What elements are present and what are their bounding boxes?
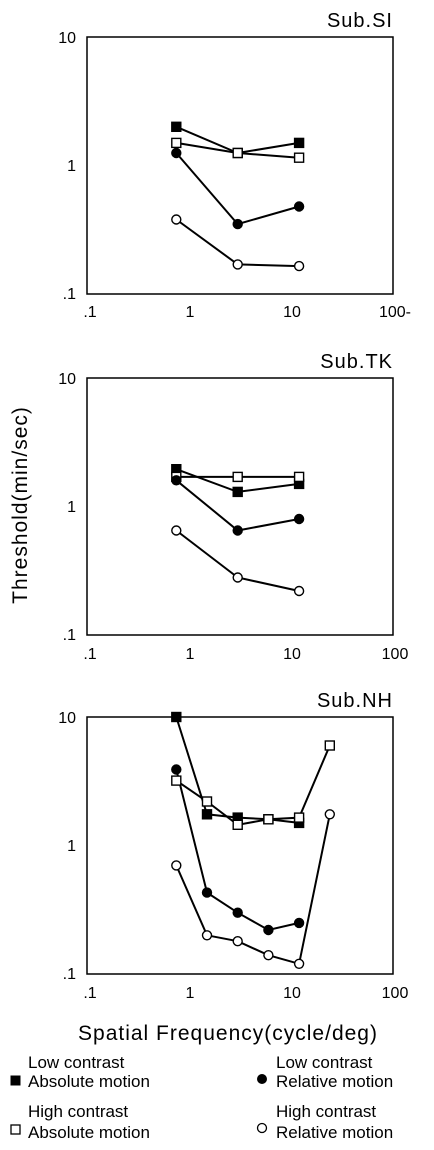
data-point-hc-rel bbox=[171, 860, 182, 871]
y-tick-label: 10 bbox=[58, 30, 76, 47]
data-point-hc-rel bbox=[171, 525, 182, 536]
x-tick-label: 1 bbox=[186, 646, 195, 663]
legend-label-line1: Low contrast bbox=[28, 1053, 125, 1072]
series-line-lc-rel bbox=[175, 152, 300, 226]
data-point-lc-rel bbox=[171, 475, 182, 486]
y-tick-label: .1 bbox=[63, 627, 76, 644]
filled-square-marker-icon bbox=[10, 1075, 21, 1086]
data-point-hc-abs bbox=[232, 147, 243, 159]
data-point-hc-abs bbox=[171, 137, 182, 149]
data-point-hc-abs bbox=[232, 471, 243, 483]
y-tick-label: 10 bbox=[58, 371, 76, 388]
data-point-lc-rel bbox=[201, 887, 213, 898]
data-point-hc-rel bbox=[324, 809, 335, 820]
legend-label-line2: Relative motion bbox=[276, 1123, 393, 1142]
panel-sub-tk: Sub.TK 10 1 .1 .1 1 10 100 bbox=[58, 351, 408, 663]
plot-area bbox=[171, 464, 305, 597]
series-line-lc-abs bbox=[175, 716, 300, 824]
data-point-lc-abs bbox=[171, 711, 182, 723]
y-tick-label: 10 bbox=[58, 710, 76, 727]
data-point-lc-rel bbox=[171, 764, 182, 775]
panel-title: Sub.TK bbox=[320, 351, 393, 373]
panel-sub-si: Sub.SI 10 1 .1 .1 1 10 100- bbox=[58, 10, 411, 321]
legend-label-line1: Low contrast bbox=[276, 1053, 373, 1072]
panel-frame bbox=[86, 377, 394, 636]
data-point-lc-rel bbox=[293, 201, 305, 212]
panel-title: Sub.NH bbox=[317, 690, 393, 712]
data-point-hc-abs bbox=[293, 152, 305, 163]
legend-label-line1: High contrast bbox=[28, 1102, 128, 1121]
x-tick-label: 1 bbox=[186, 985, 195, 1002]
series-line-hc-rel bbox=[175, 814, 331, 966]
data-point-lc-rel bbox=[232, 907, 243, 918]
data-point-hc-rel bbox=[293, 260, 305, 272]
legend-item-lc-rel: Low contrast Relative motion bbox=[257, 1053, 393, 1091]
data-point-lc-abs bbox=[293, 137, 305, 149]
data-point-lc-rel bbox=[263, 924, 274, 936]
data-point-hc-abs bbox=[232, 819, 243, 830]
panel-frame bbox=[86, 716, 394, 975]
data-point-hc-abs bbox=[263, 814, 274, 825]
data-point-hc-rel bbox=[263, 950, 274, 961]
y-tick-label: 1 bbox=[67, 158, 76, 175]
y-axis-label: Threshold(min/sec) bbox=[9, 406, 32, 604]
legend-item-hc-rel: High contrast Relative motion bbox=[256, 1102, 393, 1142]
data-point-hc-abs bbox=[293, 812, 305, 823]
data-point-hc-abs bbox=[171, 775, 182, 786]
x-tick-label: 1 bbox=[186, 304, 195, 321]
data-point-hc-rel bbox=[293, 585, 305, 597]
data-point-hc-rel bbox=[232, 936, 243, 947]
data-point-lc-abs bbox=[232, 486, 243, 498]
legend: Low contrast Absolute motion Low contras… bbox=[10, 1053, 393, 1142]
data-point-hc-rel bbox=[171, 214, 182, 225]
data-point-hc-abs bbox=[293, 471, 305, 483]
legend-label-line2: Absolute motion bbox=[28, 1072, 150, 1091]
y-tick-label: 1 bbox=[67, 838, 76, 855]
panel-sub-nh: Sub.NH 10 1 .1 .1 1 10 100 bbox=[58, 690, 408, 1002]
x-tick-label: 100 bbox=[382, 985, 409, 1002]
data-point-hc-rel bbox=[201, 930, 213, 941]
data-point-lc-abs bbox=[201, 809, 213, 820]
legend-label-line2: Absolute motion bbox=[28, 1123, 150, 1142]
open-circle-marker-icon bbox=[256, 1122, 268, 1134]
y-tick-label: .1 bbox=[63, 966, 76, 983]
x-tick-label: .1 bbox=[83, 985, 96, 1002]
data-point-lc-rel bbox=[293, 513, 305, 525]
x-tick-label: 100 bbox=[382, 646, 409, 663]
data-point-lc-rel bbox=[232, 525, 243, 536]
data-point-lc-rel bbox=[293, 917, 305, 929]
x-tick-label: .1 bbox=[83, 646, 96, 663]
x-tick-label: 10 bbox=[283, 985, 301, 1002]
x-tick-label: 100- bbox=[379, 304, 411, 321]
data-point-lc-rel bbox=[171, 147, 182, 159]
data-point-hc-abs bbox=[201, 796, 213, 807]
panel-title: Sub.SI bbox=[327, 10, 393, 32]
y-tick-label: .1 bbox=[63, 286, 76, 303]
x-tick-label: 10 bbox=[283, 646, 301, 663]
plot-area bbox=[171, 121, 305, 272]
legend-item-lc-abs: Low contrast Absolute motion bbox=[10, 1053, 150, 1091]
data-point-hc-abs bbox=[324, 740, 335, 751]
plot-area bbox=[171, 711, 335, 969]
open-square-marker-icon bbox=[10, 1124, 21, 1135]
data-point-hc-rel bbox=[232, 572, 243, 583]
data-point-hc-rel bbox=[232, 259, 243, 270]
panel-frame bbox=[86, 36, 394, 295]
legend-label-line1: High contrast bbox=[276, 1102, 376, 1121]
legend-item-hc-abs: High contrast Absolute motion bbox=[10, 1102, 150, 1142]
data-point-lc-abs bbox=[171, 121, 182, 133]
series-line-hc-abs bbox=[175, 745, 331, 826]
y-tick-label: 1 bbox=[67, 499, 76, 516]
x-tick-label: .1 bbox=[83, 304, 96, 321]
x-tick-label: 10 bbox=[283, 304, 301, 321]
data-point-hc-rel bbox=[293, 958, 305, 969]
legend-label-line2: Relative motion bbox=[276, 1072, 393, 1091]
x-axis-label: Spatial Frequency(cycle/deg) bbox=[78, 1022, 378, 1045]
data-point-lc-rel bbox=[232, 218, 243, 230]
filled-circle-marker-icon bbox=[257, 1074, 267, 1084]
